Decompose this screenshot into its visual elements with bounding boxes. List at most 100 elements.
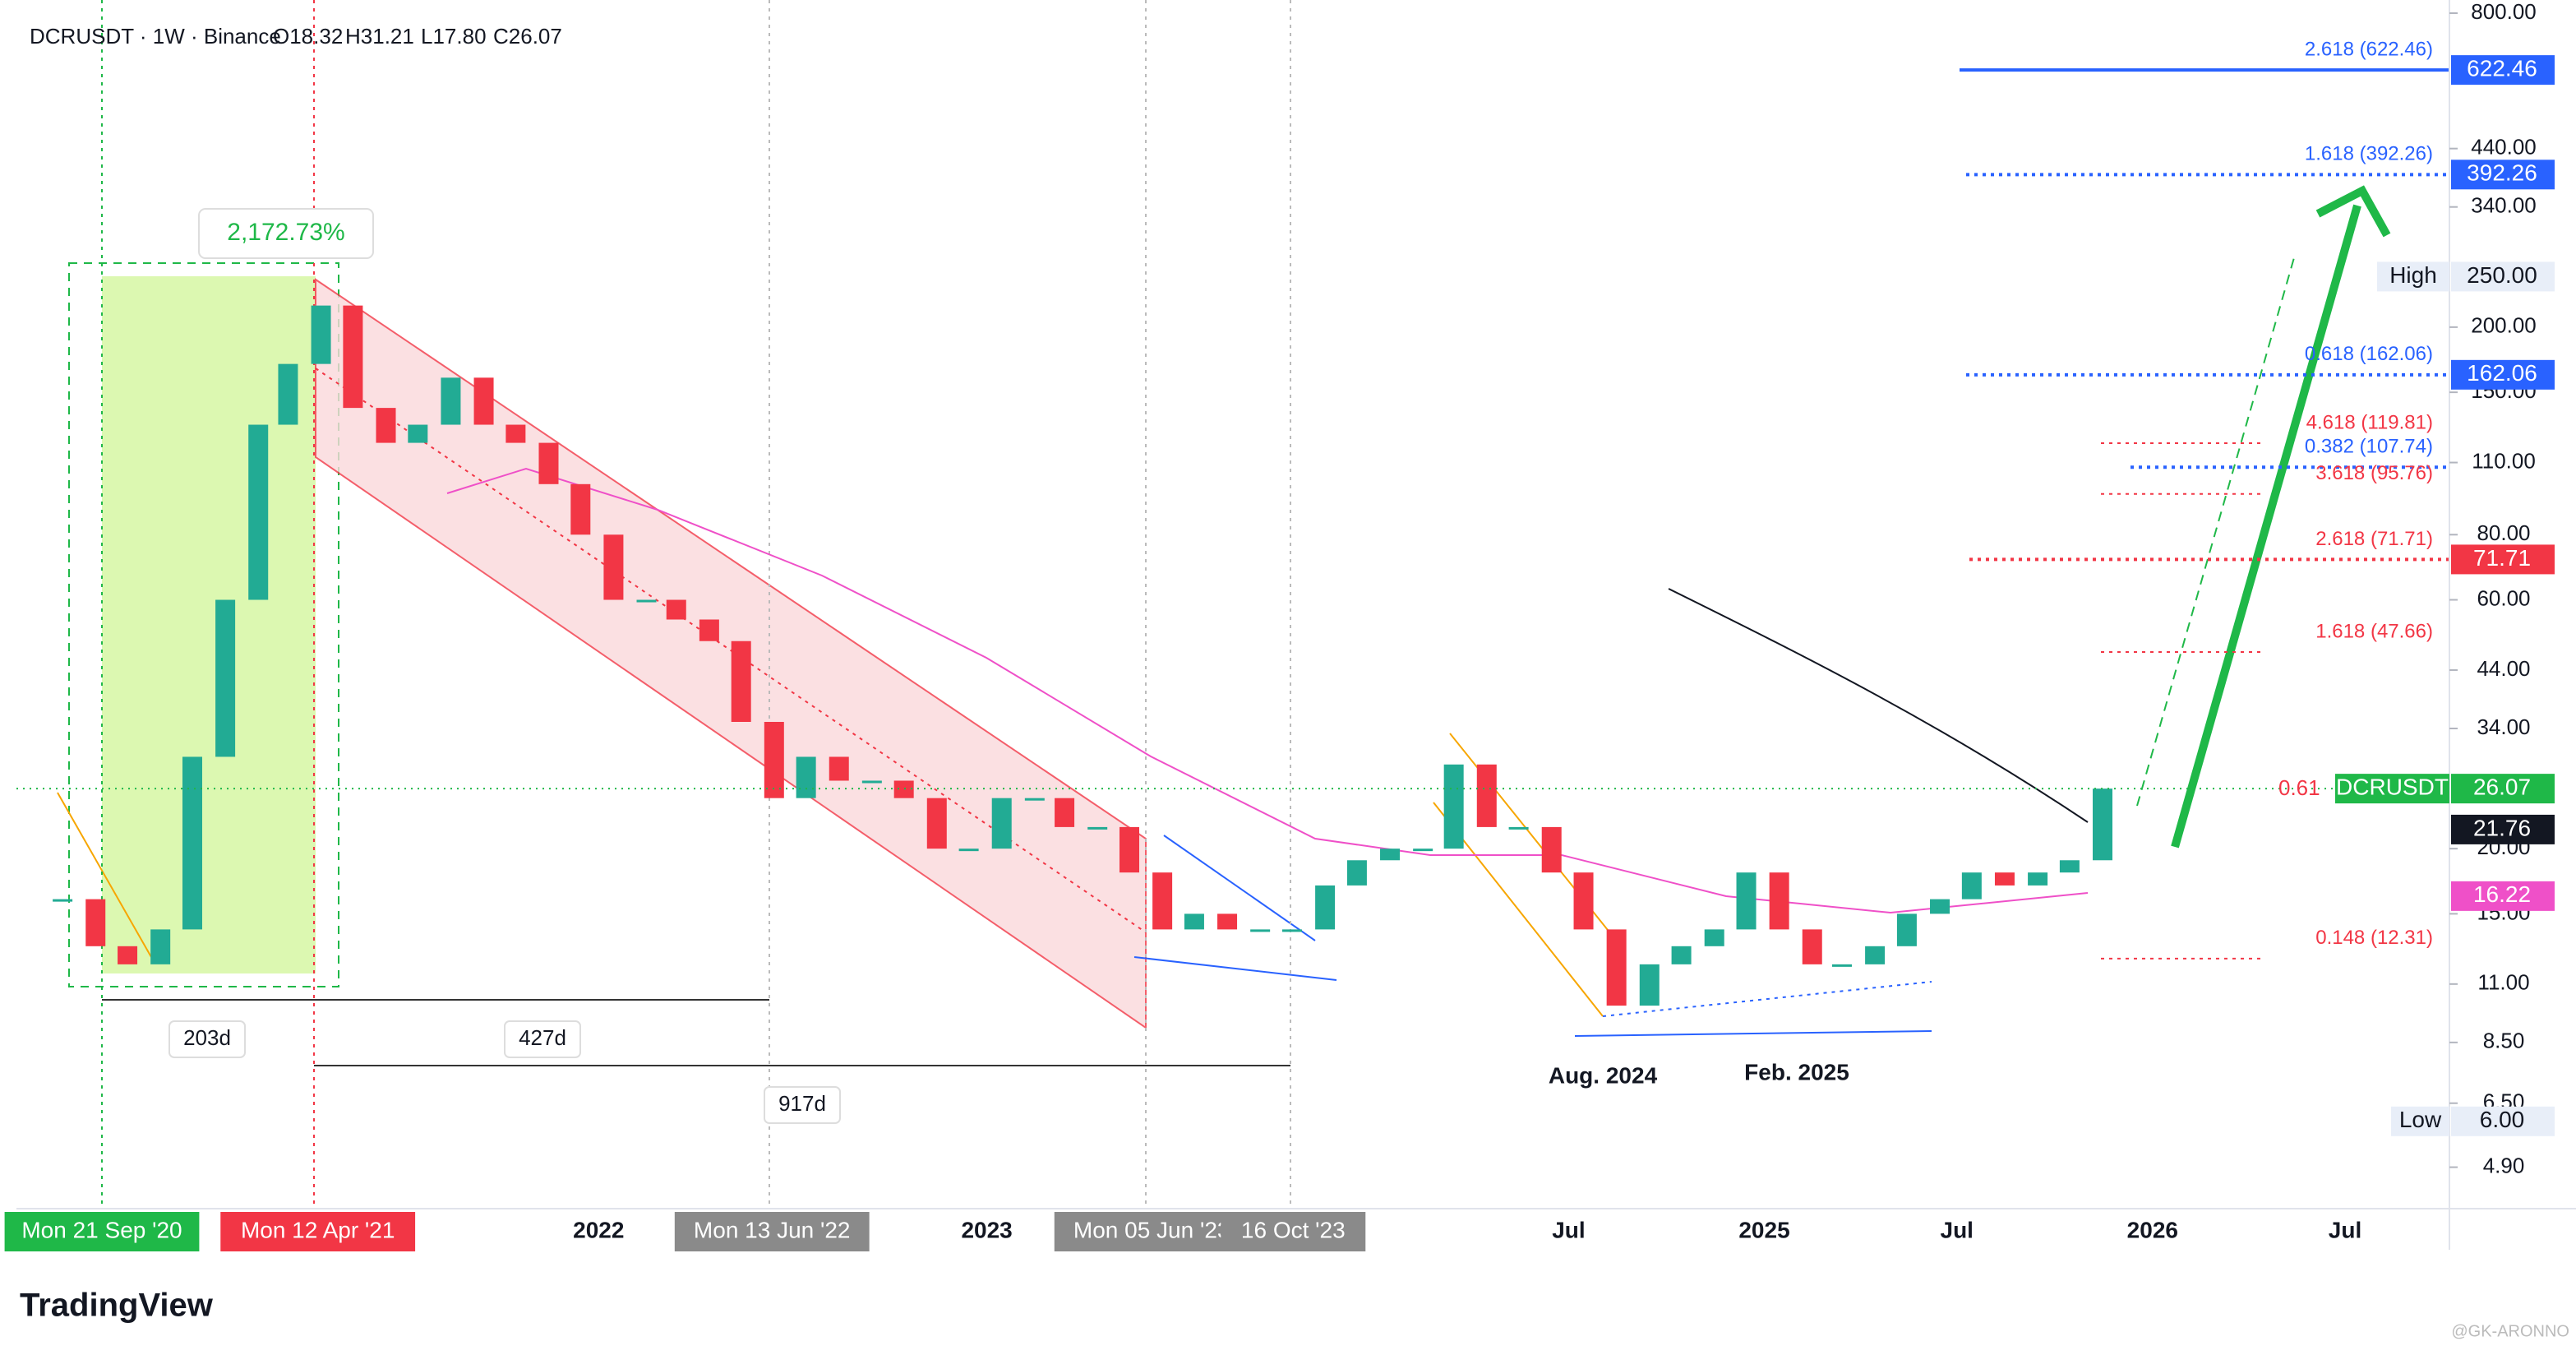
candle <box>666 599 686 620</box>
candle <box>1184 913 1204 930</box>
candle <box>861 780 882 784</box>
candle <box>1087 826 1108 830</box>
candle <box>926 798 947 849</box>
badge-name-bg <box>2335 774 2449 804</box>
y-tick-label: 200.00 <box>2471 313 2537 338</box>
candle <box>408 424 428 443</box>
candle <box>1281 929 1302 932</box>
candle <box>796 756 816 798</box>
candle <box>1704 929 1724 946</box>
axes: 800.00440.00340.00200.00150.00110.0080.0… <box>4 0 2555 1251</box>
candle <box>1606 929 1627 1006</box>
y-tick-label: 60.00 <box>2477 585 2530 610</box>
x-tick-label: Mon 13 Jun '22 <box>694 1217 851 1242</box>
x-tick-highlight <box>4 1212 200 1251</box>
candle <box>1671 946 1692 964</box>
x-tick-label: Jul <box>1552 1217 1585 1242</box>
small-channel <box>57 792 152 958</box>
badge <box>2451 160 2555 190</box>
low-label: Aug. 2024 <box>1549 1062 1658 1088</box>
candle <box>1443 764 1464 849</box>
candle <box>1346 860 1367 886</box>
fib-label: 4.618 (119.81) <box>2306 411 2433 433</box>
candle <box>1541 826 1562 873</box>
candle <box>118 946 138 964</box>
y-tick-label: 8.50 <box>2483 1029 2525 1053</box>
x-tick-label: 16 Oct '23 <box>1241 1217 1346 1242</box>
low-label: Feb. 2025 <box>1744 1059 1849 1084</box>
badge-label: 162.06 <box>2467 360 2537 386</box>
candle <box>1639 964 1660 1006</box>
candle <box>764 721 784 798</box>
badge-label: 250.00 <box>2467 262 2537 288</box>
candle <box>1930 899 1950 914</box>
candle <box>1865 946 1886 964</box>
badge-label: 71.71 <box>2473 545 2531 571</box>
badge-name: Low <box>2399 1107 2442 1132</box>
badge <box>2451 359 2555 390</box>
ohlc-close: C26.07 <box>493 24 562 49</box>
candle <box>1961 872 1982 899</box>
candle <box>2093 788 2113 861</box>
watermark: @GK-ARONNO <box>2451 1322 2569 1340</box>
candle <box>1055 798 1075 827</box>
candle <box>343 305 363 409</box>
y-tick-label: 80.00 <box>2477 520 2530 545</box>
small-channel <box>1449 733 1625 951</box>
x-tick-label: 2025 <box>1738 1217 1789 1242</box>
x-tick-highlight <box>674 1212 870 1251</box>
arrow <box>2171 204 2361 849</box>
candle <box>2059 860 2080 873</box>
candle <box>278 363 298 425</box>
badge-name-bg <box>2377 261 2449 292</box>
fib-label: 1.618 (392.26) <box>2305 143 2433 165</box>
ohlc-open: O18.32 <box>273 24 343 49</box>
x-tick-label: Mon 05 Jun '23 <box>1073 1217 1230 1242</box>
x-tick-label: 2022 <box>573 1217 624 1242</box>
candle <box>1769 872 1789 930</box>
badge <box>2451 814 2555 844</box>
arrow-head <box>2315 185 2391 238</box>
label-box <box>1529 1056 1677 1098</box>
fib-label: 0.618 (162.06) <box>2305 343 2433 365</box>
symbol: DCRUSDT · 1W · Binance <box>30 24 281 49</box>
candle <box>1736 872 1757 930</box>
fib-label: 1.618 (47.66) <box>2315 620 2433 642</box>
candle <box>731 641 751 722</box>
candle <box>182 756 202 930</box>
y-tick-label: 800.00 <box>2471 0 2537 24</box>
candle <box>538 442 559 484</box>
fib-cut: 0.61 <box>2278 775 2320 800</box>
x-tick-label: Mon 21 Sep '20 <box>21 1217 182 1242</box>
candle <box>991 798 1012 849</box>
candle <box>441 377 461 425</box>
candle <box>1250 929 1271 932</box>
candle <box>248 424 269 600</box>
candle <box>1573 872 1594 930</box>
logo: TradingView <box>20 1288 214 1324</box>
support <box>1602 981 1932 1017</box>
span: 917d <box>778 1091 826 1116</box>
x-tick-highlight <box>1054 1212 1249 1251</box>
candle <box>1508 826 1529 830</box>
badge-label: 6.00 <box>2480 1107 2525 1132</box>
candle <box>1896 913 1917 946</box>
candle <box>1802 929 1822 964</box>
candle <box>2028 872 2048 886</box>
candle <box>150 929 171 964</box>
candle <box>1315 885 1336 930</box>
fib-label: 0.148 (12.31) <box>2315 927 2433 949</box>
candle <box>570 483 591 535</box>
badge <box>2451 881 2555 911</box>
badge-name-bg <box>2391 1106 2449 1136</box>
wedge <box>1133 956 1337 981</box>
candle <box>85 899 106 946</box>
vlines <box>769 0 1291 1209</box>
badge <box>2451 261 2555 292</box>
candle <box>958 849 979 852</box>
candle <box>506 424 526 443</box>
x-tick-label: Jul <box>1941 1217 1974 1242</box>
channel-mid <box>315 368 1147 933</box>
candle <box>1994 872 2015 886</box>
